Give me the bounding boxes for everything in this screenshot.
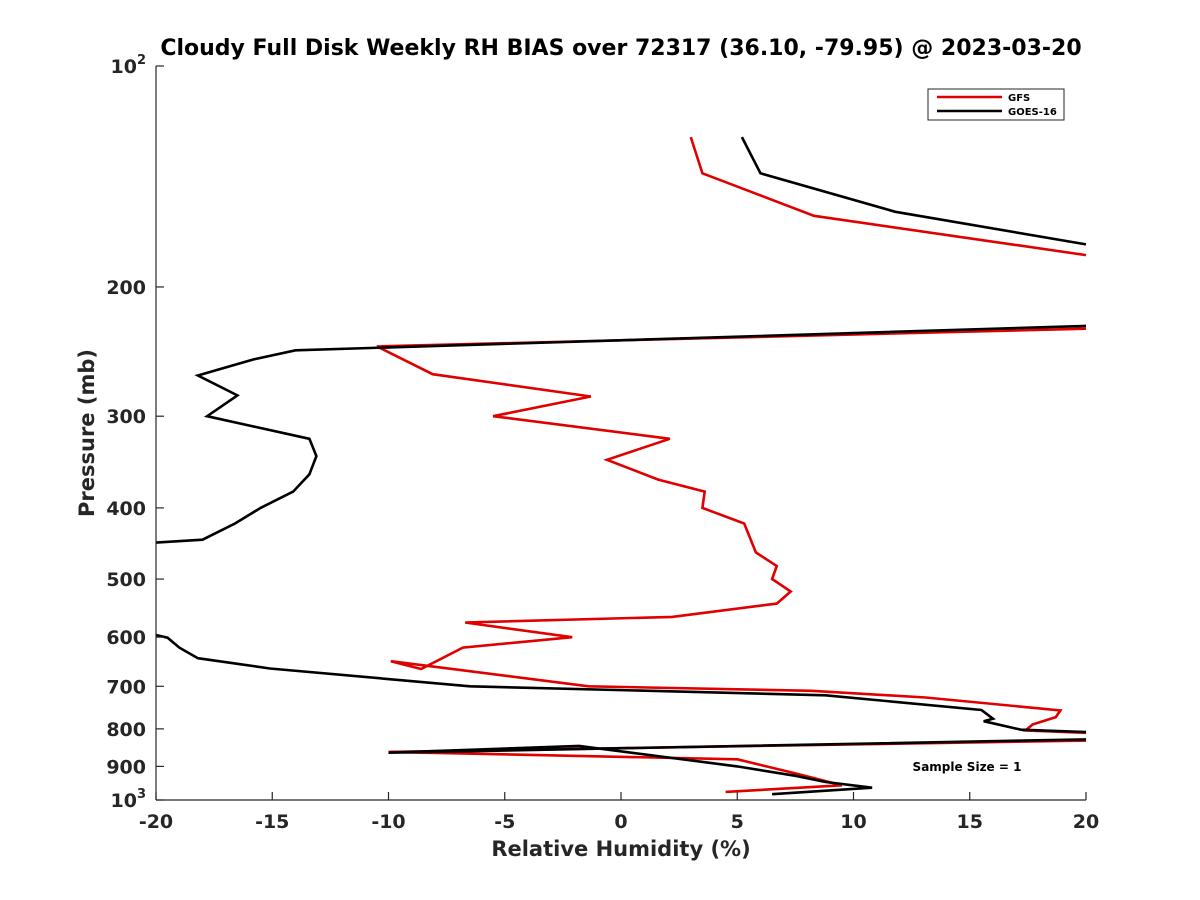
y-tick-label: 200	[106, 277, 146, 299]
series-line-goes-16-segment-3	[155, 633, 1087, 734]
x-tick-label: -15	[255, 811, 289, 833]
y-tick-label: 500	[106, 569, 146, 591]
legend-box	[927, 88, 1065, 121]
series-layer	[155, 136, 1087, 796]
y-tick-label: 600	[106, 627, 146, 649]
series-line-goes-16-segment-2	[155, 324, 1087, 544]
y-tick-label: 900	[106, 756, 146, 778]
y-axis-label: Pressure (mb)	[75, 349, 99, 517]
y-tick-label: 102	[111, 53, 147, 78]
sample-size-annotation: Sample Size = 1	[913, 760, 1022, 774]
legend-label-gfs: GFS	[1008, 93, 1030, 104]
y-tick-label: 103	[111, 787, 147, 812]
x-tick-label: -20	[139, 811, 173, 833]
x-tick-label: 20	[1073, 811, 1099, 833]
y-tick-label: 700	[106, 676, 146, 698]
chart-title: Cloudy Full Disk Weekly RH BIAS over 723…	[160, 36, 1081, 61]
series-line-goes-16-segment-4	[388, 738, 1087, 796]
x-tick-label: 15	[957, 811, 983, 833]
x-tick-label: 10	[840, 811, 866, 833]
series-line-goes-16-segment-1	[740, 136, 1087, 246]
series-line-gfs-segment-2	[376, 327, 1087, 735]
x-tick-label: -10	[371, 811, 405, 833]
y-tick-label: 300	[106, 406, 146, 428]
legend: GFS GOES-16	[927, 88, 1065, 121]
legend-label-goes-16: GOES-16	[1008, 107, 1057, 118]
x-tick-label: 0	[614, 811, 627, 833]
x-tick-label: 5	[731, 811, 744, 833]
y-tick-label: 400	[106, 498, 146, 520]
x-ticks: -20 -15 -10 -5 0 5 10 15 20	[139, 792, 1099, 833]
y-ticks: 102 200 300 400 500 600 700 800 900 103	[106, 53, 164, 812]
y-tick-label: 800	[106, 719, 146, 741]
x-axis-label: Relative Humidity (%)	[491, 837, 750, 861]
x-tick-label: -5	[494, 811, 515, 833]
series-line-gfs-segment-1	[689, 136, 1087, 257]
